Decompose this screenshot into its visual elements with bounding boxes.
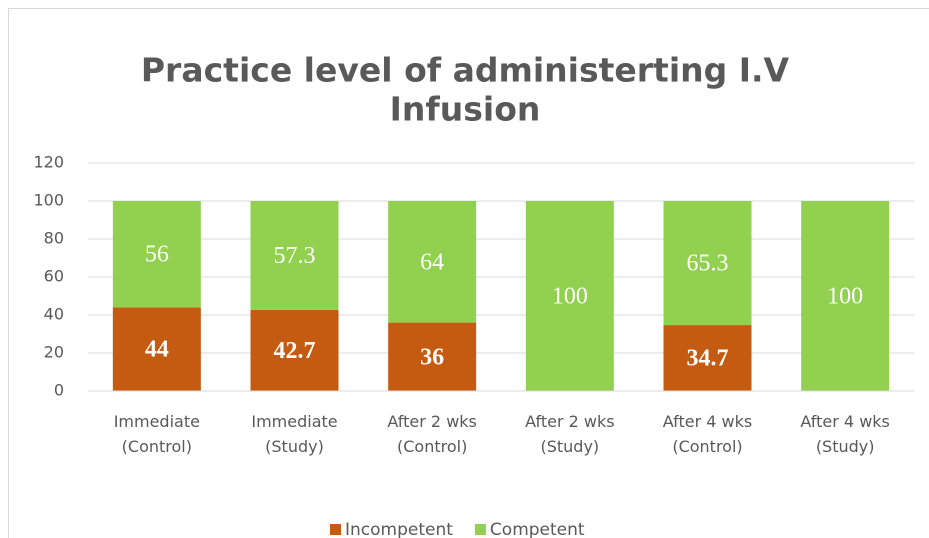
x-tick-label: After 2 wks (Control) xyxy=(387,412,476,456)
data-label: 100 xyxy=(827,284,863,310)
data-label: 100 xyxy=(552,284,588,310)
bar-segment xyxy=(663,325,752,391)
bar-segment xyxy=(801,201,890,391)
y-tick-label: 60 xyxy=(44,267,64,286)
data-label: 56 xyxy=(145,242,169,268)
y-tick-label: 40 xyxy=(44,305,64,324)
y-tick-label: 120 xyxy=(33,153,64,172)
bar-segment xyxy=(388,322,477,391)
data-label: 44 xyxy=(145,337,169,363)
bar-segment xyxy=(525,201,614,391)
x-tick-label: After 4 wks (Control) xyxy=(663,412,752,456)
bar-segment xyxy=(388,201,477,323)
bar-segment xyxy=(663,201,752,326)
data-label: 64 xyxy=(420,249,444,275)
data-label: 42.7 xyxy=(274,338,316,364)
legend-swatch xyxy=(330,524,341,535)
x-tick-label: After 4 wks (Study) xyxy=(800,412,889,456)
y-tick-label: 20 xyxy=(44,343,64,362)
data-label: 36 xyxy=(420,344,444,370)
chart-title: Infusion xyxy=(390,90,541,129)
bar-segment xyxy=(112,201,201,308)
chart-frame xyxy=(8,8,929,538)
legend-label: Incompetent xyxy=(345,520,453,538)
chart-title: Practice level of administerting I.V xyxy=(141,51,790,90)
data-label: 57.3 xyxy=(274,243,316,269)
y-tick-label: 0 xyxy=(54,381,64,400)
legend-label: Competent xyxy=(490,520,585,538)
bar-segment xyxy=(112,307,201,391)
legend-swatch xyxy=(474,524,486,535)
x-tick-label: Immediate (Control) xyxy=(114,412,200,456)
y-tick-label: 80 xyxy=(44,229,64,248)
data-label: 34.7 xyxy=(687,346,729,372)
x-tick-label: After 2 wks (Study) xyxy=(525,412,614,456)
bar-segment xyxy=(250,309,339,391)
x-tick-label: Immediate (Study) xyxy=(251,412,337,456)
y-tick-label: 100 xyxy=(33,191,64,210)
bar-segment xyxy=(250,201,339,310)
data-label: 65.3 xyxy=(687,251,729,277)
